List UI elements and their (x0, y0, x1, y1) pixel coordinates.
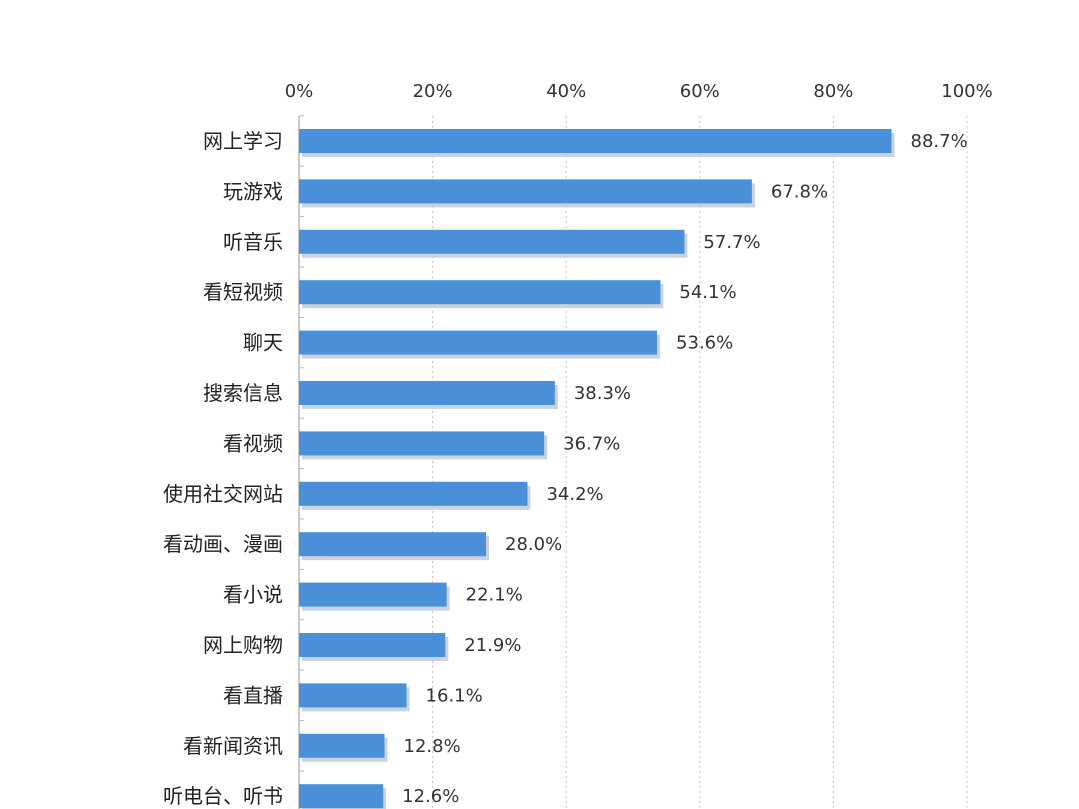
bar (299, 733, 385, 758)
x-tick-label: 40% (546, 81, 586, 102)
value-label: 88.7% (911, 131, 968, 152)
category-labels: 网上学习玩游戏听音乐看短视频聊天搜索信息看视频使用社交网站看动画、漫画看小说网上… (163, 129, 283, 808)
category-label: 网上购物 (203, 633, 283, 657)
value-label: 57.7% (703, 232, 760, 253)
bar (299, 129, 892, 153)
value-label: 12.6% (402, 786, 459, 807)
x-axis-ticks: 0% 20% 40% 60% 80% 100% (285, 81, 993, 102)
category-label: 听音乐 (223, 230, 283, 254)
category-label: 看小说 (223, 583, 283, 607)
bar (299, 582, 447, 607)
value-label: 54.1% (679, 282, 736, 303)
value-label: 36.7% (563, 433, 620, 454)
category-label: 听电台、听书 (163, 784, 283, 808)
x-tick-label: 20% (413, 81, 453, 102)
value-label: 28.0% (505, 534, 562, 555)
x-tick-label: 80% (813, 81, 853, 102)
value-label: 16.1% (426, 685, 483, 706)
x-tick-label: 100% (941, 81, 992, 102)
x-tick-label: 60% (680, 81, 720, 102)
category-label: 看新闻资讯 (183, 734, 283, 758)
value-labels: 88.7% 67.8% 57.7% 54.1% 53.6% 38.3% 36.7% 34.2%… (402, 131, 968, 807)
bar (299, 683, 407, 708)
bar (299, 381, 555, 405)
category-label: 使用社交网站 (163, 482, 283, 506)
category-label: 网上学习 (203, 129, 283, 153)
bar (299, 280, 661, 305)
bar (299, 330, 658, 355)
bar (299, 179, 752, 204)
bars (299, 115, 895, 809)
bar (299, 431, 545, 456)
bar (299, 784, 384, 809)
category-label: 搜索信息 (203, 381, 283, 405)
bar (299, 481, 528, 506)
value-label: 21.9% (464, 635, 521, 656)
value-label: 38.3% (574, 383, 631, 404)
category-label: 看直播 (223, 683, 283, 707)
value-label: 22.1% (466, 585, 523, 606)
category-label: 聊天 (243, 331, 283, 355)
value-label: 67.8% (771, 181, 828, 202)
category-label: 看短视频 (203, 280, 283, 304)
value-label: 53.6% (676, 333, 733, 354)
category-label: 看视频 (223, 431, 283, 455)
bar (299, 532, 487, 557)
bar (299, 229, 685, 254)
value-label: 12.8% (404, 736, 461, 757)
category-label: 玩游戏 (223, 179, 283, 203)
value-label: 34.2% (546, 484, 603, 505)
gridlines (432, 116, 968, 809)
x-tick-label: 0% (285, 81, 314, 102)
bar (299, 633, 446, 657)
category-label: 看动画、漫画 (163, 532, 283, 556)
